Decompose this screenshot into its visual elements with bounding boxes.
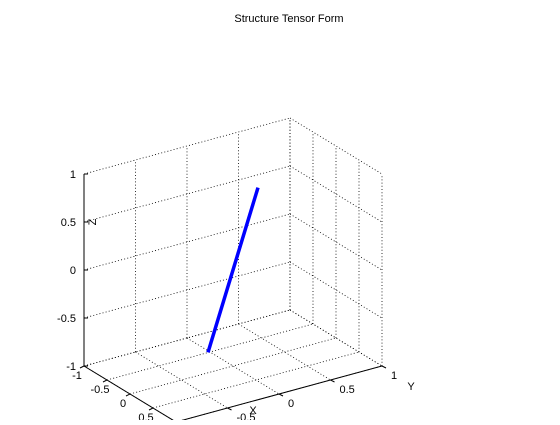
y-tick-label: 1 <box>391 370 397 382</box>
x-axis-label: X <box>249 405 257 417</box>
back-wall-gridline-z <box>289 213 383 271</box>
z-tick-label: -1 <box>66 361 76 373</box>
y-tick-mark <box>330 379 335 383</box>
x-tick-mark <box>79 365 85 369</box>
back-wall-gridline-z <box>289 309 383 367</box>
back-wall-gridline-z <box>289 261 383 319</box>
y-tick-label: 0 <box>288 398 294 410</box>
y-axis-label: Y <box>407 381 415 393</box>
data-layer <box>206 187 260 353</box>
x-tick-label: 0.5 <box>138 412 153 420</box>
x-tick-label: 0 <box>120 398 126 410</box>
series-line <box>206 187 260 353</box>
y-tick-mark <box>381 365 387 369</box>
y-tick-label: 0.5 <box>340 384 355 396</box>
x-tick-mark <box>148 407 154 411</box>
back-wall-gridline-z <box>289 117 383 175</box>
floor-gridline-x <box>129 337 337 395</box>
y-tick-label: -0.5 <box>237 412 256 420</box>
floor-gridline-x <box>152 351 360 409</box>
floor-gridline-y <box>238 323 331 381</box>
left-wall-gridline-z <box>83 261 291 319</box>
back-wall-gridline-z <box>289 165 383 223</box>
x-tick-mark <box>102 379 108 383</box>
x-tick-label: -1 <box>72 370 82 382</box>
floor-gridline-x <box>106 323 314 381</box>
label-layer: Structure Tensor Form X Y Z -1 -0.5 0 0.5 1 -… <box>57 13 415 424</box>
z-tick-label: 1 <box>70 169 76 181</box>
z-tick-label: 0 <box>70 265 76 277</box>
y-tick-mark <box>278 393 284 397</box>
z-axis-label: Z <box>87 218 99 225</box>
left-wall-gridline-z <box>83 309 291 367</box>
left-wall-gridline-z <box>83 165 291 223</box>
floor-gridline-y <box>186 337 280 395</box>
left-wall-gridline-z <box>83 117 291 175</box>
y-tick-mark <box>227 407 232 411</box>
floor-gridline-y <box>135 351 228 409</box>
left-wall-gridline-z <box>83 213 291 271</box>
z-tick-label: -0.5 <box>57 313 76 325</box>
chart-title: Structure Tensor Form <box>234 13 343 25</box>
x-tick-label: -0.5 <box>91 384 110 396</box>
z-tick-label: 0.5 <box>61 217 76 229</box>
x-tick-mark <box>125 393 131 397</box>
